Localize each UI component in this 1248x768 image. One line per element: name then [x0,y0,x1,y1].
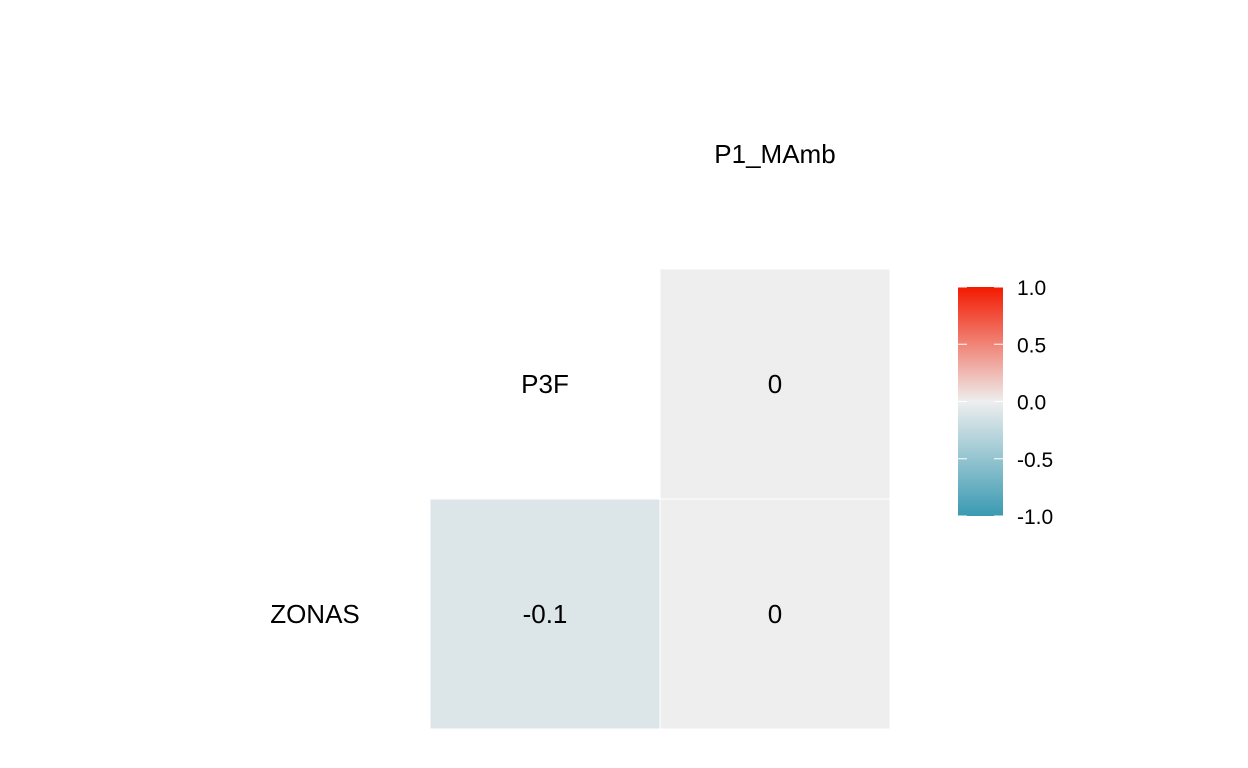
colorbar-tick-label: 0.5 [1017,334,1046,357]
variable-label: P1_MAmb [714,139,835,169]
heatmap-cell [659,498,891,730]
colorbar-tick-label: 0.0 [1017,392,1046,415]
colorbar-legend: 1.0 0.5 0.0 -0.5 -1.0 [958,277,1053,529]
heatmap-cells: 0 -0.1 0 [429,268,891,730]
variable-labels: ZONAS P3F P1_MAmb [270,139,835,629]
variable-label: ZONAS [270,599,360,629]
heatmap-cell [429,498,661,730]
cell-value-label: 0 [768,369,782,399]
heatmap-cell [659,268,891,500]
colorbar-tick-label: -1.0 [1017,506,1053,529]
cell-value-label: -0.1 [523,599,568,629]
cell-value-label: 0 [768,599,782,629]
colorbar-tick-label: -0.5 [1017,449,1053,472]
variable-label: P3F [521,369,569,399]
colorbar-tick-label: 1.0 [1017,277,1046,300]
